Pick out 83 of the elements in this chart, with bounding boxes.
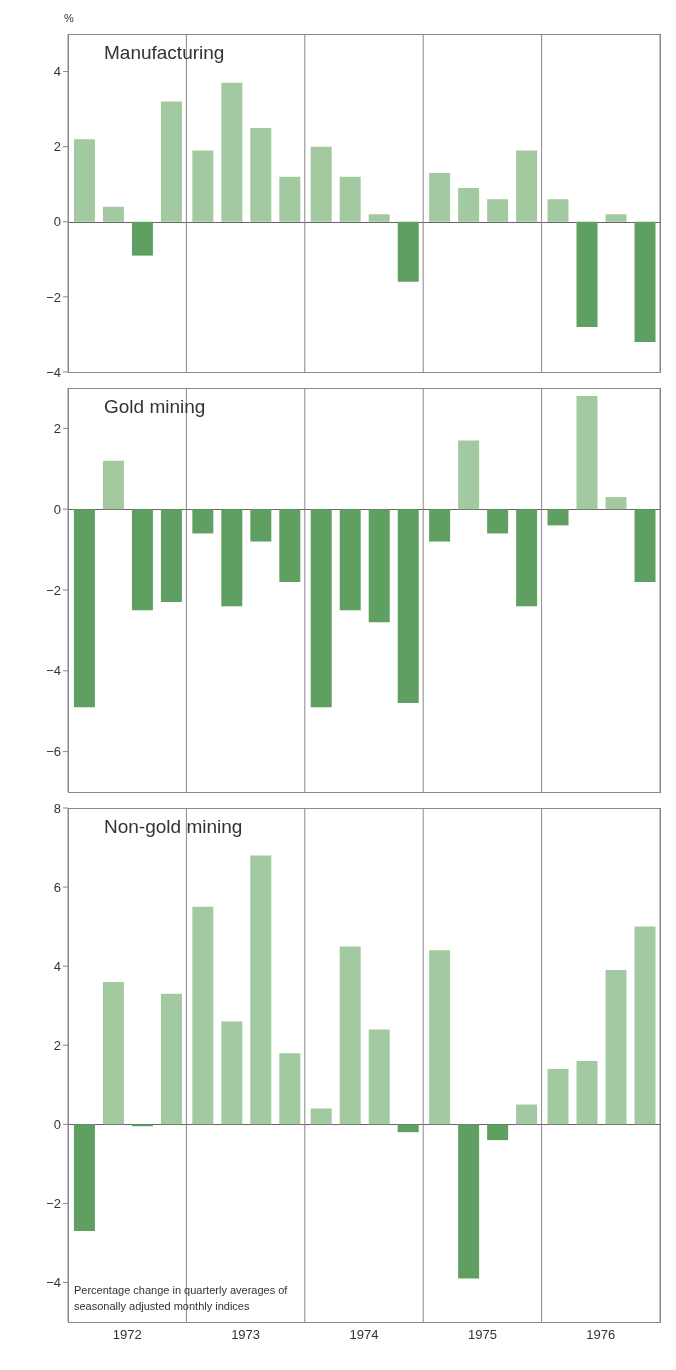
bar	[368, 214, 390, 222]
y-tick-label: 2	[53, 421, 61, 437]
bar	[250, 127, 272, 222]
bar	[516, 150, 538, 222]
y-tick-label: −4	[46, 364, 61, 380]
bar	[576, 396, 598, 510]
bar	[429, 509, 451, 542]
bar	[397, 221, 419, 282]
bar	[516, 509, 538, 607]
y-tick-label: −6	[46, 744, 61, 760]
bar	[547, 509, 569, 526]
bar	[339, 946, 361, 1125]
bar	[487, 199, 509, 222]
bar	[160, 101, 182, 222]
x-tick-label: 1973	[231, 1327, 261, 1343]
bar	[368, 509, 390, 623]
bar	[192, 150, 214, 222]
bar	[516, 1104, 538, 1125]
x-tick-label: 1972	[112, 1327, 142, 1343]
bar	[458, 187, 480, 222]
bar	[429, 172, 451, 222]
bar	[487, 1124, 509, 1141]
bar	[279, 176, 301, 222]
bar	[192, 906, 214, 1125]
chart-title: Non-gold mining	[104, 816, 243, 838]
bar	[429, 950, 451, 1125]
y-tick-label: 0	[53, 214, 61, 230]
bar	[310, 1108, 332, 1125]
y-axis-title: %	[64, 12, 74, 24]
bar	[547, 199, 569, 222]
bar	[576, 221, 598, 327]
bar	[73, 509, 95, 708]
x-tick-label: 1974	[349, 1327, 379, 1343]
bar	[279, 509, 301, 582]
y-tick-label: 8	[53, 800, 61, 816]
bar	[102, 460, 124, 510]
y-tick-label: −4	[46, 663, 61, 679]
bar	[605, 214, 627, 222]
bar	[131, 509, 153, 611]
bar	[102, 981, 124, 1125]
bar	[547, 1068, 569, 1125]
bar	[221, 1021, 243, 1125]
bar	[339, 176, 361, 222]
bar	[73, 1124, 95, 1232]
x-tick-label: 1976	[586, 1327, 616, 1343]
bar	[192, 509, 214, 534]
bar	[576, 1061, 598, 1125]
bar	[397, 509, 419, 704]
bar	[221, 82, 243, 222]
y-tick-label: 6	[53, 879, 61, 895]
bar	[279, 1053, 301, 1125]
y-tick-label: −2	[46, 289, 61, 305]
bar	[634, 221, 656, 342]
y-tick-label: 0	[53, 1116, 61, 1132]
bar	[634, 926, 656, 1125]
annotation: Percentage change in quarterly averages of seasonally adjusted monthly indices	[74, 1283, 288, 1314]
bar	[634, 509, 656, 582]
bar	[458, 1124, 480, 1279]
x-tick-label: 1975	[467, 1327, 497, 1343]
bar	[458, 440, 480, 510]
bar	[310, 509, 332, 708]
bar	[368, 1029, 390, 1125]
bar	[160, 509, 182, 603]
bar	[102, 206, 124, 222]
bar	[250, 855, 272, 1125]
chart-title: Manufacturing	[104, 42, 225, 64]
bar	[487, 509, 509, 534]
bar	[250, 509, 272, 542]
y-tick-label: −2	[46, 1196, 61, 1211]
y-tick-label: −4	[46, 1275, 61, 1291]
bar	[73, 139, 95, 222]
y-tick-label: 4	[53, 958, 61, 974]
bar	[310, 146, 332, 222]
y-tick-label: −2	[46, 582, 61, 598]
y-tick-label: 4	[53, 64, 61, 80]
bar	[605, 970, 627, 1125]
y-tick-label: 2	[53, 1037, 61, 1053]
bar	[160, 993, 182, 1125]
bar	[131, 221, 153, 256]
y-tick-label: 0	[53, 501, 61, 517]
bar	[397, 1124, 419, 1133]
y-tick-label: 2	[53, 139, 61, 155]
chart-title: Gold mining	[104, 396, 206, 418]
